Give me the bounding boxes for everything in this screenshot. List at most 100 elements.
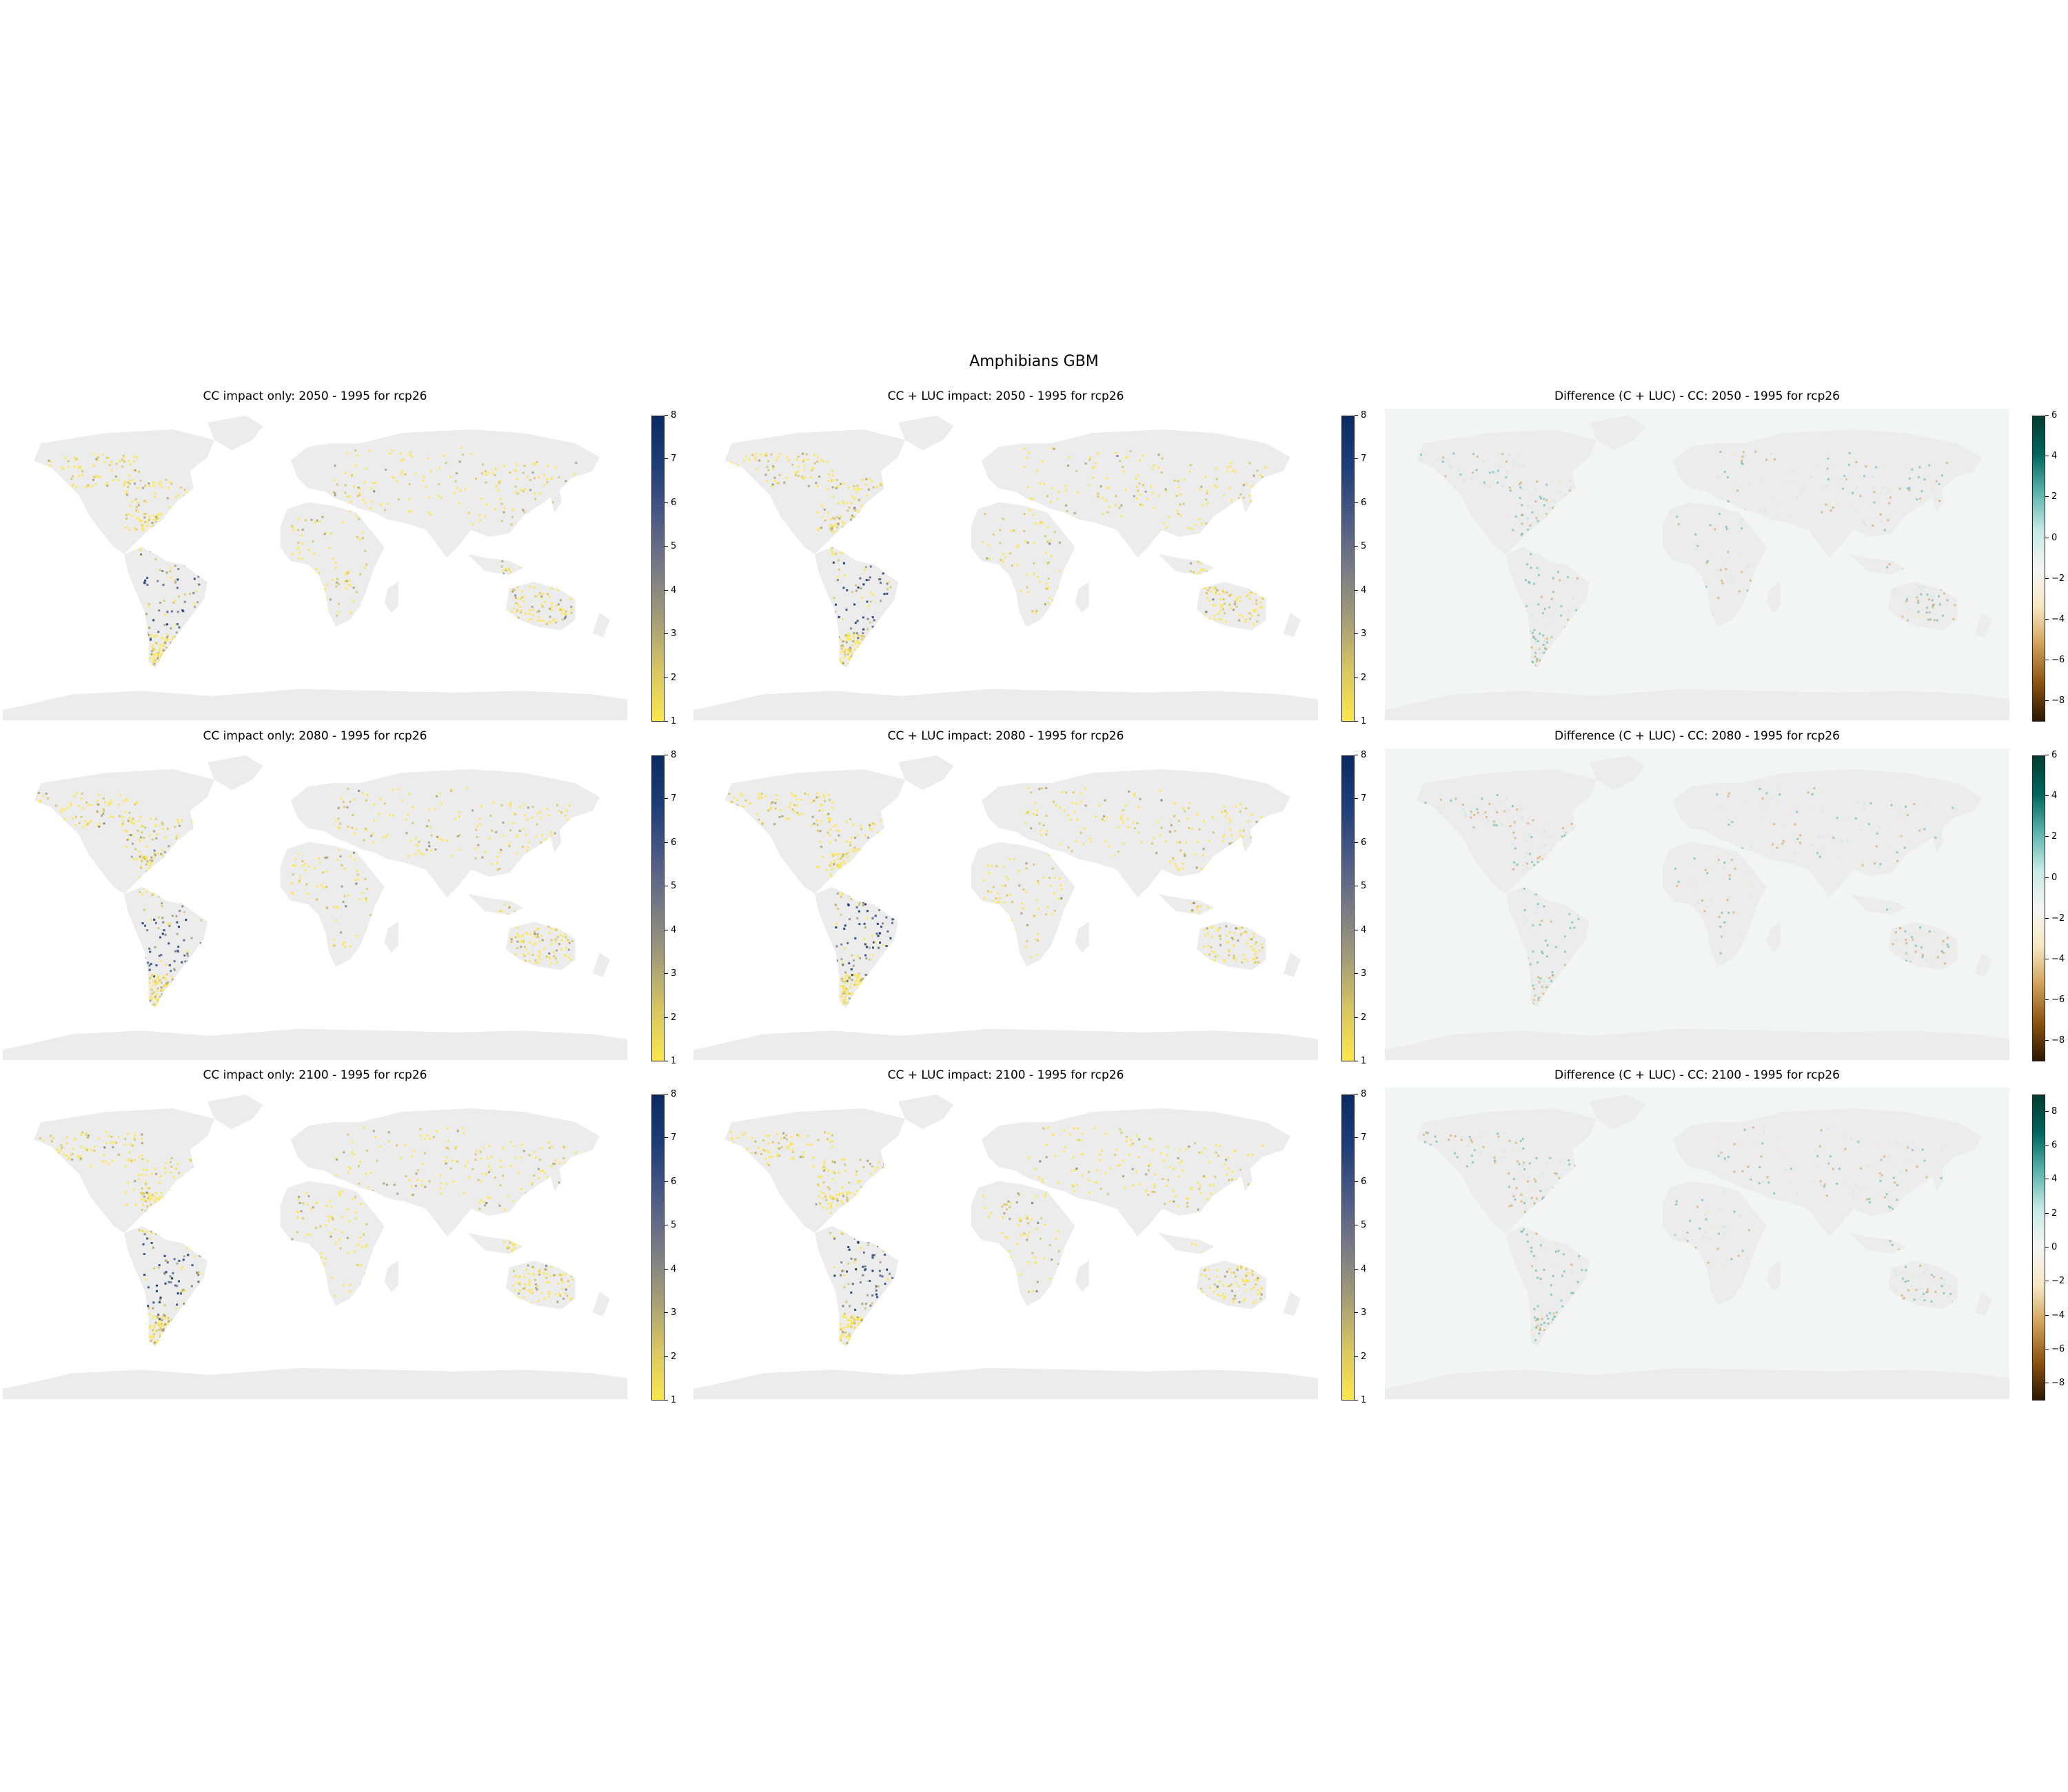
- figure-title: Amphibians GBM: [969, 353, 1099, 370]
- landmass: [1849, 1232, 1905, 1254]
- map-panel: Difference (C + LUC) - CC: 2050 - 1995 f…: [1385, 389, 2009, 720]
- landmass: [280, 1181, 385, 1306]
- landmass: [124, 547, 207, 669]
- colorbar: 1 2 3 4 5 6 7 8: [651, 411, 676, 726]
- landmass: [1158, 893, 1214, 915]
- landmass: [815, 547, 898, 669]
- colorbar-tick-label: −2: [2045, 1276, 2065, 1286]
- landmass: [207, 416, 263, 451]
- colorbar-gradient: [651, 1094, 665, 1401]
- landmass: [1283, 613, 1301, 638]
- colorbar-tick-label: 7: [1355, 1133, 1366, 1143]
- landmass: [1766, 582, 1781, 613]
- colorbar-tick-label: 3: [1355, 629, 1366, 639]
- landmass: [280, 842, 385, 967]
- landmass: [384, 582, 398, 613]
- landmass: [1887, 1261, 1958, 1310]
- landmass: [1589, 416, 1645, 451]
- colorbar-tick-label: 8: [1355, 751, 1366, 760]
- colorbar-tick-label: 0: [2045, 1243, 2057, 1252]
- colorbar-tick-label: 4: [2045, 791, 2057, 801]
- landmass: [1887, 582, 1958, 631]
- landmass: [1385, 689, 2009, 720]
- colorbar-gradient: [1341, 1094, 1355, 1401]
- landmass: [981, 429, 1290, 558]
- panel-title: CC impact only: 2050 - 1995 for rcp26: [203, 389, 427, 403]
- landmass: [290, 1108, 600, 1236]
- colorbar-tick-label: −6: [2045, 655, 2065, 665]
- colorbar-tick-label: 1: [1355, 1396, 1366, 1405]
- colorbar: 6 4 2 0 −2 −4 −6 −8: [2032, 751, 2065, 1061]
- landmass: [971, 502, 1075, 627]
- panel-title: Difference (C + LUC) - CC: 2080 - 1995 f…: [1554, 729, 1841, 743]
- map-panel: CC + LUC impact: 2050 - 1995 for rcp26: [693, 389, 1318, 720]
- colorbar-tick-label: 4: [1355, 585, 1366, 595]
- landmass: [1416, 769, 1597, 894]
- landmass: [384, 1261, 398, 1292]
- landmass: [1283, 953, 1301, 977]
- landmass: [3, 1028, 627, 1060]
- colorbar-tick-label: 6: [665, 498, 676, 508]
- landmass: [1589, 1094, 1645, 1130]
- colorbar-tick-label: 7: [1355, 794, 1366, 804]
- landmass: [290, 769, 600, 897]
- colorbar-tick-label: 7: [665, 794, 676, 804]
- colorbar-tick-label: 7: [665, 1133, 676, 1143]
- colorbar-tick-label: 4: [665, 585, 676, 595]
- colorbar-tick-label: 5: [1355, 542, 1366, 551]
- landmass: [592, 613, 610, 638]
- world-map: [3, 749, 627, 1060]
- landmass: [1887, 922, 1958, 970]
- landmass: [1238, 478, 1253, 513]
- colorbar-tick-label: 2: [665, 1012, 676, 1023]
- landmass: [1238, 1157, 1253, 1192]
- landmass: [1075, 922, 1089, 953]
- colorbar-tick-label: 6: [1355, 498, 1366, 508]
- map-panel: CC + LUC impact: 2100 - 1995 for rcp26: [693, 1068, 1318, 1399]
- colorbar-tick-label: 3: [665, 969, 676, 979]
- landmass: [3, 689, 627, 720]
- landmass: [724, 429, 906, 554]
- colorbar-tick-label: 2: [1355, 1012, 1366, 1023]
- colorbar-tick-label: 8: [1355, 411, 1366, 420]
- colorbar-tick-label: 4: [1355, 925, 1366, 935]
- landmass: [898, 755, 954, 791]
- colorbar-tick-label: 1: [665, 1396, 676, 1405]
- landmass: [1974, 953, 1992, 977]
- colorbar-gradient: [2032, 1094, 2045, 1401]
- colorbar-tick-label: 8: [665, 1090, 676, 1099]
- colorbar-tick-label: 5: [665, 882, 676, 891]
- landmass: [3, 1367, 627, 1399]
- colorbar-tick-label: −2: [2045, 573, 2065, 584]
- colorbar-tick-label: 4: [2045, 451, 2057, 461]
- landmass: [207, 755, 263, 791]
- landmass: [467, 553, 523, 576]
- colorbar-tick-label: −6: [2045, 1345, 2065, 1354]
- landmass: [1974, 1292, 1992, 1316]
- landmass: [1238, 817, 1253, 853]
- colorbar: 1 2 3 4 5 6 7 8: [651, 1090, 676, 1405]
- colorbar-tick-label: 7: [665, 454, 676, 464]
- colorbar: 8 6 4 2 0 −2 −4 −6 −8: [2032, 1094, 2065, 1401]
- colorbar-tick-label: 4: [665, 1264, 676, 1274]
- map-panel: CC + LUC impact: 2080 - 1995 for rcp26: [693, 729, 1318, 1060]
- landmass: [592, 1292, 610, 1316]
- colorbar: 1 2 3 4 5 6 7 8: [1341, 1090, 1366, 1405]
- map-panel: CC impact only: 2100 - 1995 for rcp26: [3, 1068, 627, 1399]
- panel-title: CC + LUC impact: 2080 - 1995 for rcp26: [887, 729, 1124, 743]
- landmass: [467, 893, 523, 915]
- landmass: [1196, 922, 1266, 970]
- landmass: [1158, 1232, 1214, 1254]
- world-map: [1385, 1088, 2009, 1399]
- world-map: [1385, 749, 2009, 1060]
- colorbar-tick-label: 0: [2045, 873, 2057, 883]
- colorbar-tick-label: 5: [665, 542, 676, 551]
- landmass: [1672, 1108, 1982, 1236]
- colorbar-tick-label: −6: [2045, 995, 2065, 1005]
- landmass: [1766, 922, 1781, 953]
- landmass: [898, 416, 954, 451]
- colorbar-tick-label: 6: [1355, 837, 1366, 848]
- landmass: [1075, 1261, 1089, 1292]
- colorbar-tick-label: 1: [1355, 1057, 1366, 1066]
